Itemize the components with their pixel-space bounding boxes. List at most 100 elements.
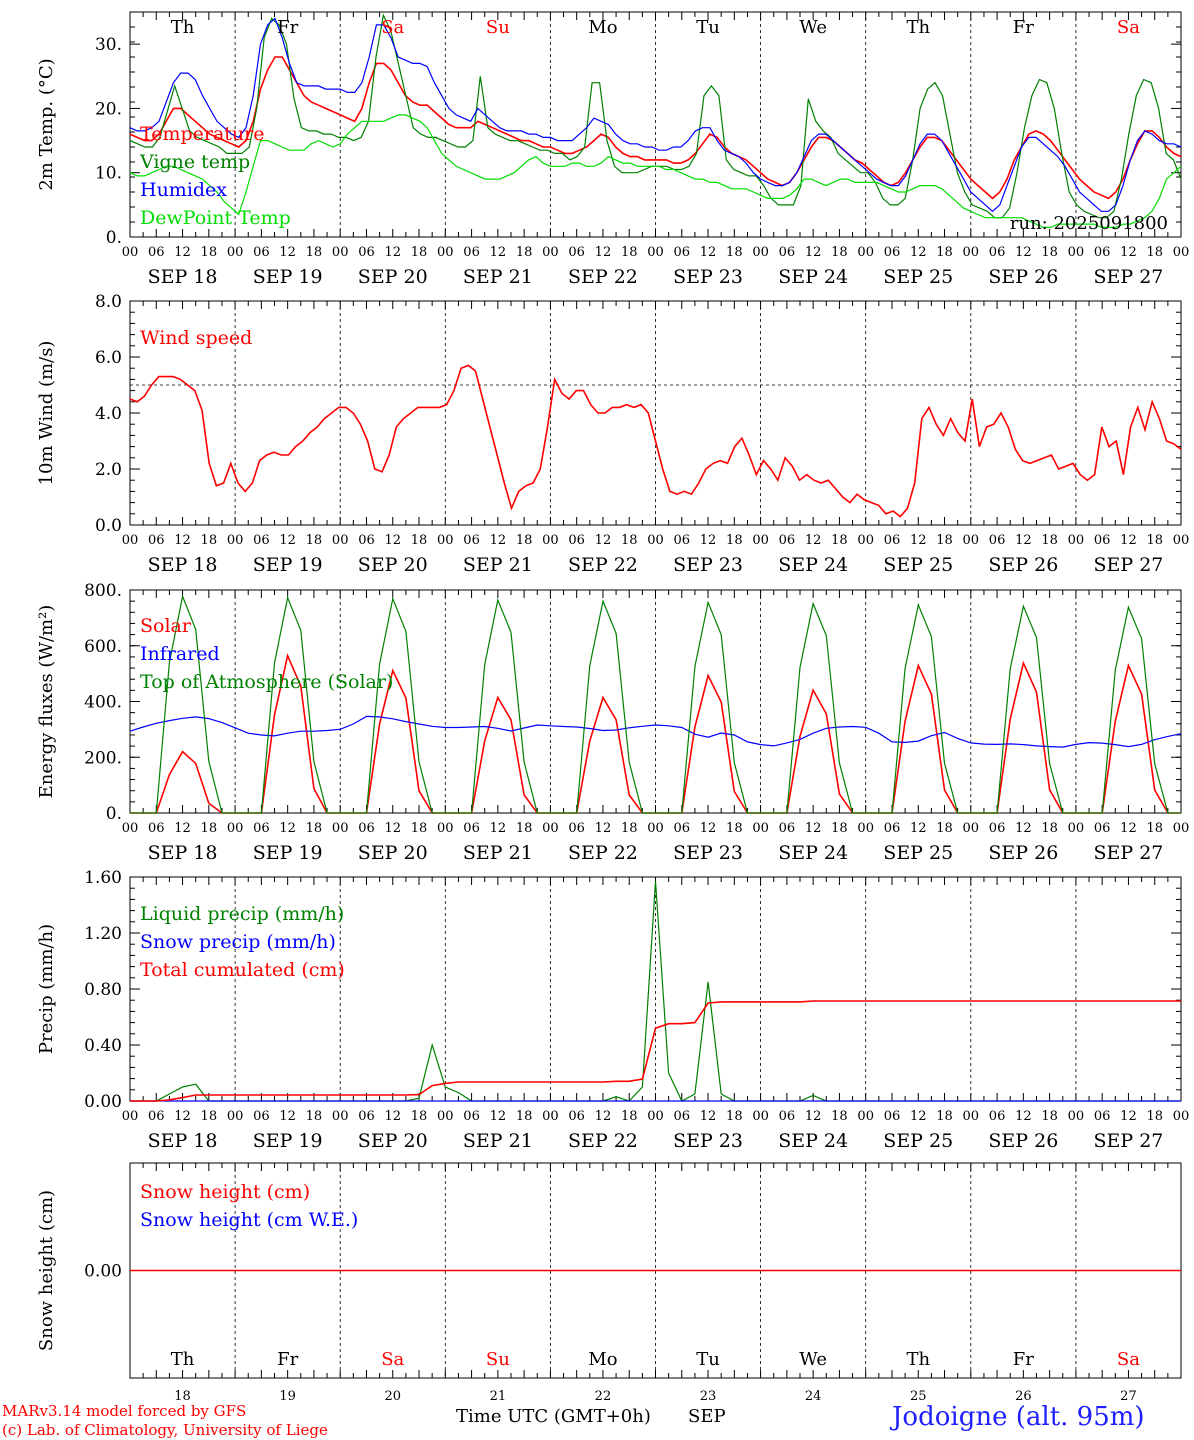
date-label: SEP 20 — [358, 1130, 428, 1152]
hour-label: 12 — [805, 533, 822, 548]
hour-label: 18 — [411, 1109, 428, 1124]
hour-label: 06 — [358, 533, 375, 548]
hour-label: 00 — [857, 1109, 874, 1124]
hour-label: 06 — [463, 1109, 480, 1124]
hour-label: 18 — [516, 1109, 533, 1124]
hour-label: 00 — [1068, 533, 1085, 548]
hour-label: 18 — [1041, 245, 1058, 260]
date-label: SEP 22 — [568, 266, 638, 288]
date-label: SEP 25 — [883, 266, 953, 288]
day-name: Th — [906, 1349, 930, 1370]
hour-label: 18 — [201, 1109, 218, 1124]
hour-label: 06 — [884, 533, 901, 548]
day-name: Fr — [1013, 17, 1034, 38]
date-label: SEP 23 — [673, 266, 743, 288]
hour-label: 06 — [674, 1109, 691, 1124]
day-number-label: 20 — [384, 1389, 401, 1404]
hour-label: 18 — [831, 1109, 848, 1124]
date-label: SEP 23 — [673, 1130, 743, 1152]
hour-label: 12 — [910, 245, 927, 260]
hour-label: 18 — [831, 821, 848, 836]
hour-label: 00 — [332, 533, 349, 548]
date-label: SEP 20 — [358, 842, 428, 864]
day-name: Tu — [696, 17, 720, 38]
y-tick-label: 0.80 — [84, 980, 122, 1000]
day-number-label: 18 — [174, 1389, 191, 1404]
legend-entry: Wind speed — [140, 327, 252, 349]
date-label: SEP 18 — [148, 1130, 218, 1152]
date-label: SEP 26 — [988, 842, 1058, 864]
hour-label: 12 — [595, 821, 612, 836]
hour-label: 12 — [490, 1109, 507, 1124]
date-label: SEP 23 — [673, 554, 743, 576]
hour-label: 00 — [332, 1109, 349, 1124]
hour-label: 00 — [1173, 1109, 1190, 1124]
hour-label: 12 — [1120, 1109, 1137, 1124]
day-name: Sa — [1117, 17, 1140, 38]
series-line-wind-speed — [129, 364, 1182, 518]
hour-label: 18 — [306, 821, 323, 836]
hour-label: 06 — [253, 821, 270, 836]
series-line-temperature — [129, 56, 1182, 200]
hour-label: 06 — [148, 1109, 165, 1124]
day-name: We — [799, 1349, 827, 1370]
legend-entry: Snow precip (mm/h) — [140, 931, 336, 953]
hour-label: 18 — [726, 1109, 743, 1124]
hour-label: 18 — [306, 245, 323, 260]
day-number-label: 27 — [1120, 1389, 1137, 1404]
hour-label: 00 — [542, 533, 559, 548]
hour-label: 12 — [384, 245, 401, 260]
hour-label: 18 — [1146, 821, 1163, 836]
hour-label: 06 — [1094, 1109, 1111, 1124]
hour-label: 00 — [1173, 821, 1190, 836]
day-number-label: 26 — [1015, 1389, 1032, 1404]
legend-entry: Vigne temp — [139, 151, 250, 173]
date-label: SEP 19 — [253, 266, 323, 288]
date-label: SEP 21 — [463, 266, 533, 288]
hour-label: 18 — [621, 533, 638, 548]
day-number-label: 21 — [490, 1389, 507, 1404]
hour-label: 12 — [1015, 533, 1032, 548]
hour-label: 18 — [1146, 533, 1163, 548]
hour-label: 12 — [910, 821, 927, 836]
month-label: SEP — [688, 1406, 726, 1427]
hour-label: 06 — [568, 533, 585, 548]
day-name: Su — [486, 1349, 510, 1370]
hour-label: 18 — [831, 245, 848, 260]
hour-label: 00 — [647, 821, 664, 836]
hour-label: 12 — [1120, 533, 1137, 548]
hour-label: 06 — [1094, 821, 1111, 836]
hour-label: 12 — [490, 821, 507, 836]
hour-label: 06 — [989, 533, 1006, 548]
date-label: SEP 24 — [778, 554, 848, 576]
y-tick-label: 0.00 — [84, 1262, 122, 1282]
hour-label: 12 — [279, 1109, 296, 1124]
date-label: SEP 27 — [1094, 1130, 1164, 1152]
y-tick-label: 30. — [95, 35, 122, 55]
hour-label: 00 — [1173, 533, 1190, 548]
date-label: SEP 25 — [883, 554, 953, 576]
hour-label: 12 — [384, 1109, 401, 1124]
hour-label: 00 — [963, 245, 980, 260]
hour-label: 18 — [201, 821, 218, 836]
day-number-label: 24 — [805, 1389, 822, 1404]
hour-label: 18 — [411, 821, 428, 836]
hour-label: 00 — [647, 1109, 664, 1124]
hour-label: 12 — [595, 1109, 612, 1124]
hour-label: 18 — [726, 533, 743, 548]
y-axis-label: 2m Temp. (°C) — [36, 58, 57, 190]
hour-label: 18 — [306, 533, 323, 548]
hour-label: 00 — [122, 1109, 139, 1124]
date-label: SEP 22 — [568, 842, 638, 864]
hour-label: 00 — [647, 245, 664, 260]
hour-label: 06 — [674, 245, 691, 260]
series-line-infrared — [129, 715, 1182, 748]
date-label: SEP 24 — [778, 1130, 848, 1152]
hour-label: 00 — [227, 245, 244, 260]
hour-label: 06 — [253, 1109, 270, 1124]
date-label: SEP 21 — [463, 554, 533, 576]
hour-label: 00 — [122, 821, 139, 836]
hour-label: 00 — [963, 1109, 980, 1124]
copyright-credit: (c) Lab. of Climatology, University of L… — [2, 1421, 328, 1439]
hour-label: 12 — [279, 245, 296, 260]
